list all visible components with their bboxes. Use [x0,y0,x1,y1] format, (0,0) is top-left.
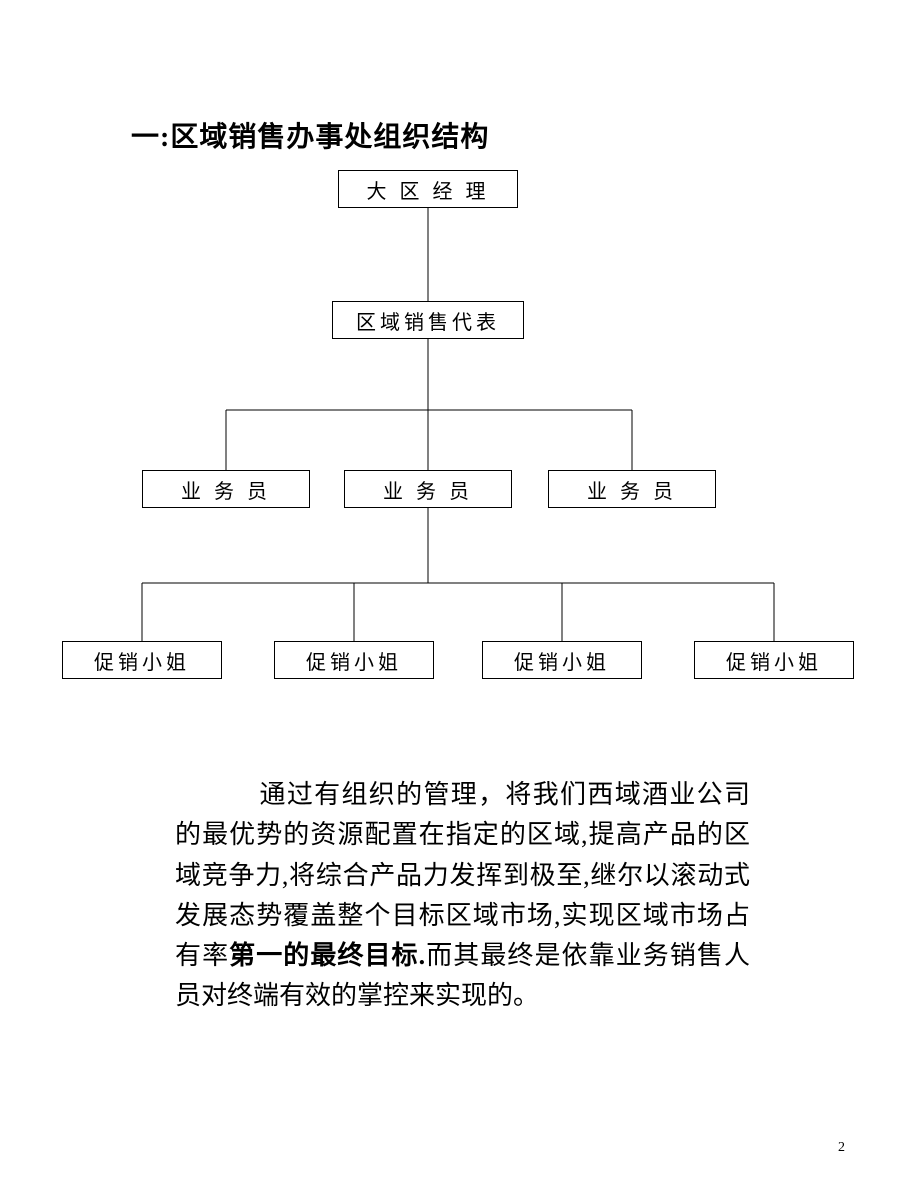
page-number: 2 [838,1140,845,1156]
org-node-emp3: 业 务 员 [548,470,716,508]
page-title: 一:区域销售办事处组织结构 [131,115,489,155]
org-node-promo2: 促销小姐 [274,641,434,679]
org-node-level2: 区域销售代表 [332,301,524,339]
paragraph-bold: 第一的最终目标. [229,941,425,970]
org-node-emp2: 业 务 员 [344,470,512,508]
org-node-promo3: 促销小姐 [482,641,642,679]
org-chart: 大 区 经 理区域销售代表业 务 员业 务 员业 务 员促销小姐促销小姐促销小姐… [60,165,860,725]
body-paragraph: 通过有组织的管理，将我们西域酒业公司的最优势的资源配置在指定的区域,提高产品的区… [175,775,750,1017]
org-node-promo1: 促销小姐 [62,641,222,679]
org-node-promo4: 促销小姐 [694,641,854,679]
org-node-root: 大 区 经 理 [338,170,518,208]
org-node-emp1: 业 务 员 [142,470,310,508]
